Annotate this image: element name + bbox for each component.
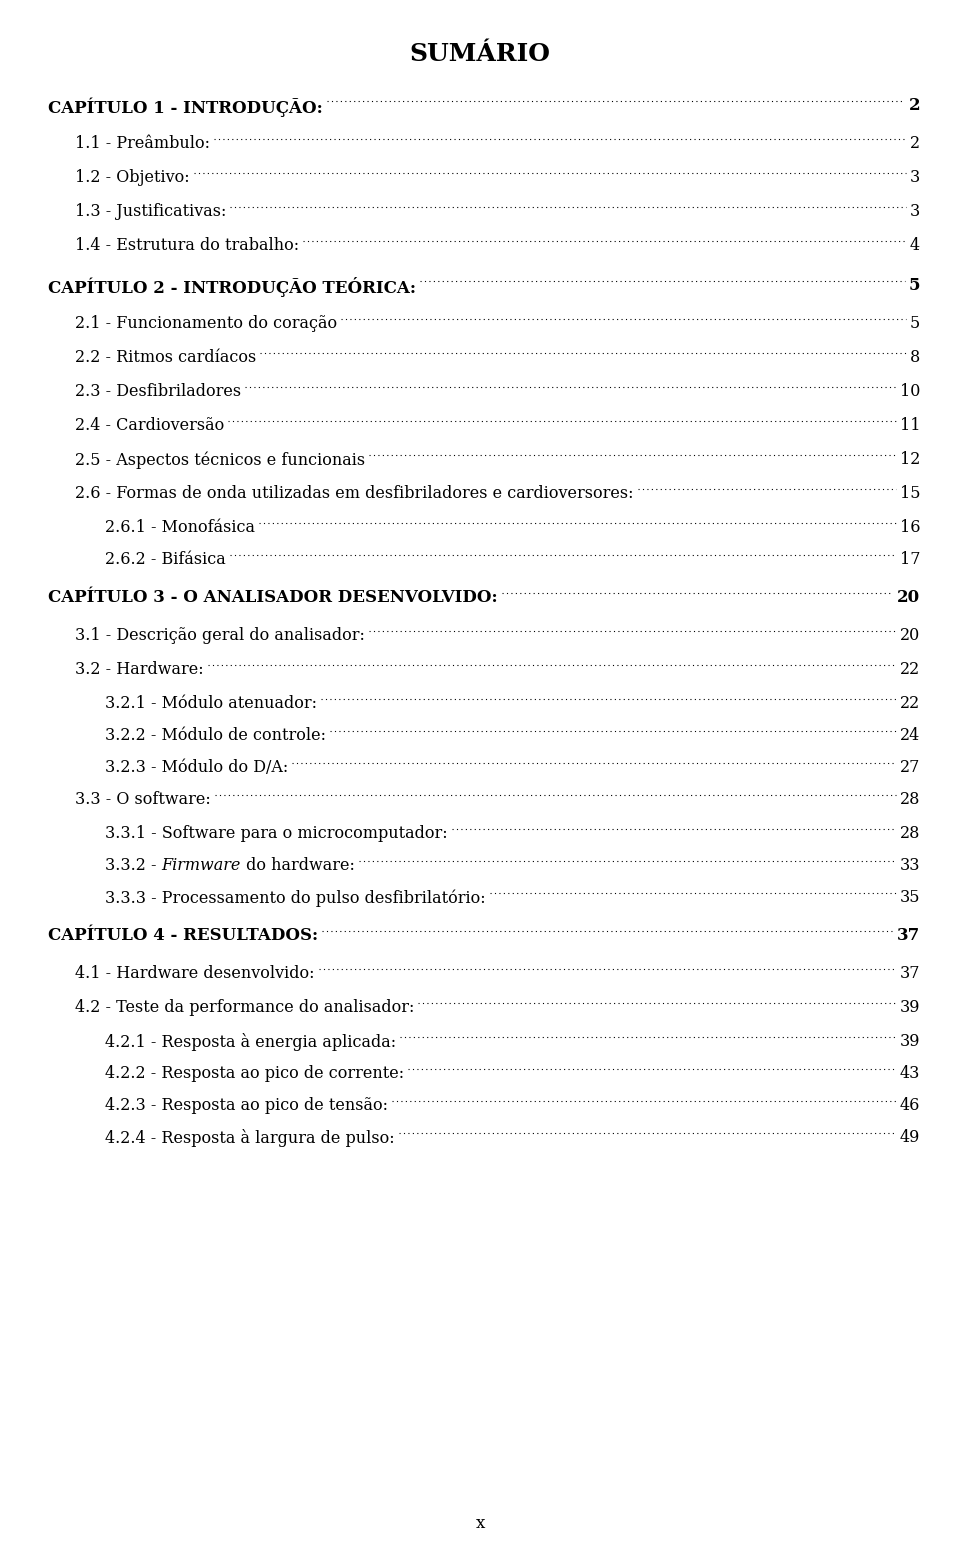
Text: CAPÍTULO 3 - O ANALISADOR DESENVOLVIDO:: CAPÍTULO 3 - O ANALISADOR DESENVOLVIDO: xyxy=(48,590,497,605)
Text: SUMÁRIO: SUMÁRIO xyxy=(410,42,550,66)
Text: 37: 37 xyxy=(900,964,920,982)
Text: 4: 4 xyxy=(910,237,920,254)
Text: 4.2.2 - Resposta ao pico de corrente:: 4.2.2 - Resposta ao pico de corrente: xyxy=(105,1065,404,1082)
Text: CAPÍTULO 2 - INTRODUÇÃO TEÓRICA:: CAPÍTULO 2 - INTRODUÇÃO TEÓRICA: xyxy=(48,278,416,296)
Text: 46: 46 xyxy=(900,1098,920,1113)
Text: 35: 35 xyxy=(900,889,920,906)
Text: 2.1 - Funcionamento do coração: 2.1 - Funcionamento do coração xyxy=(75,315,337,332)
Text: 43: 43 xyxy=(900,1065,920,1082)
Text: 12: 12 xyxy=(900,452,920,467)
Text: 1.1 - Preâmbulo:: 1.1 - Preâmbulo: xyxy=(75,135,210,152)
Text: 2.4 - Cardioversão: 2.4 - Cardioversão xyxy=(75,417,225,434)
Text: x: x xyxy=(475,1515,485,1532)
Text: 20: 20 xyxy=(897,590,920,605)
Text: 16: 16 xyxy=(900,519,920,536)
Text: 4.2 - Teste da performance do analisador:: 4.2 - Teste da performance do analisador… xyxy=(75,999,415,1016)
Text: 3: 3 xyxy=(910,202,920,220)
Text: 1.4 - Estrutura do trabalho:: 1.4 - Estrutura do trabalho: xyxy=(75,237,300,254)
Text: 3.3.1 - Software para o microcomputador:: 3.3.1 - Software para o microcomputador: xyxy=(105,825,447,842)
Text: 4.1 - Hardware desenvolvido:: 4.1 - Hardware desenvolvido: xyxy=(75,964,315,982)
Text: 11: 11 xyxy=(900,417,920,434)
Text: 4.2.1 - Resposta à energia aplicada:: 4.2.1 - Resposta à energia aplicada: xyxy=(105,1033,396,1051)
Text: 3: 3 xyxy=(910,169,920,187)
Text: 4.2.3 - Resposta ao pico de tensão:: 4.2.3 - Resposta ao pico de tensão: xyxy=(105,1098,388,1113)
Text: 3.1 - Descrição geral do analisador:: 3.1 - Descrição geral do analisador: xyxy=(75,627,365,644)
Text: 3.3.2 -: 3.3.2 - xyxy=(105,858,161,873)
Text: 49: 49 xyxy=(900,1129,920,1146)
Text: 3.2.3 - Módulo do D/A:: 3.2.3 - Módulo do D/A: xyxy=(105,759,288,776)
Text: 5: 5 xyxy=(910,315,920,332)
Text: 3.2.1 - Módulo atenuador:: 3.2.1 - Módulo atenuador: xyxy=(105,695,317,712)
Text: 4.2.4 - Resposta à largura de pulso:: 4.2.4 - Resposta à largura de pulso: xyxy=(105,1129,395,1148)
Text: 2.3 - Desfibriladores: 2.3 - Desfibriladores xyxy=(75,383,241,400)
Text: Firmware: Firmware xyxy=(161,858,241,873)
Text: 39: 39 xyxy=(900,1033,920,1051)
Text: 2.6.1 - Monofásica: 2.6.1 - Monofásica xyxy=(105,519,255,536)
Text: 1.2 - Objetivo:: 1.2 - Objetivo: xyxy=(75,169,190,187)
Text: 3.2.2 - Módulo de controle:: 3.2.2 - Módulo de controle: xyxy=(105,728,326,743)
Text: 22: 22 xyxy=(900,695,920,712)
Text: 28: 28 xyxy=(900,790,920,808)
Text: 3.3 - O software:: 3.3 - O software: xyxy=(75,790,211,808)
Text: 10: 10 xyxy=(900,383,920,400)
Text: 3.3.3 - Processamento do pulso desfibrilatório:: 3.3.3 - Processamento do pulso desfibril… xyxy=(105,889,486,906)
Text: 27: 27 xyxy=(900,759,920,776)
Text: 33: 33 xyxy=(900,858,920,873)
Text: 5: 5 xyxy=(908,278,920,295)
Text: 20: 20 xyxy=(900,627,920,644)
Text: 2: 2 xyxy=(910,135,920,152)
Text: 3.2 - Hardware:: 3.2 - Hardware: xyxy=(75,662,204,677)
Text: 15: 15 xyxy=(900,485,920,502)
Text: 28: 28 xyxy=(900,825,920,842)
Text: 8: 8 xyxy=(910,350,920,365)
Text: 22: 22 xyxy=(900,662,920,677)
Text: 2: 2 xyxy=(908,97,920,114)
Text: 2.2 - Ritmos cardíacos: 2.2 - Ritmos cardíacos xyxy=(75,350,256,365)
Text: 17: 17 xyxy=(900,550,920,568)
Text: CAPÍTULO 1 - INTRODUÇÃO:: CAPÍTULO 1 - INTRODUÇÃO: xyxy=(48,97,323,116)
Text: 2.6.2 - Bifásica: 2.6.2 - Bifásica xyxy=(105,550,226,568)
Text: 24: 24 xyxy=(900,728,920,743)
Text: 2.6 - Formas de onda utilizadas em desfibriladores e cardioversores:: 2.6 - Formas de onda utilizadas em desfi… xyxy=(75,485,634,502)
Text: CAPÍTULO 4 - RESULTADOS:: CAPÍTULO 4 - RESULTADOS: xyxy=(48,927,318,944)
Text: do hardware:: do hardware: xyxy=(241,858,355,873)
Text: 37: 37 xyxy=(897,927,920,944)
Text: 2.5 - Aspectos técnicos e funcionais: 2.5 - Aspectos técnicos e funcionais xyxy=(75,452,365,469)
Text: 1.3 - Justificativas:: 1.3 - Justificativas: xyxy=(75,202,227,220)
Text: 39: 39 xyxy=(900,999,920,1016)
